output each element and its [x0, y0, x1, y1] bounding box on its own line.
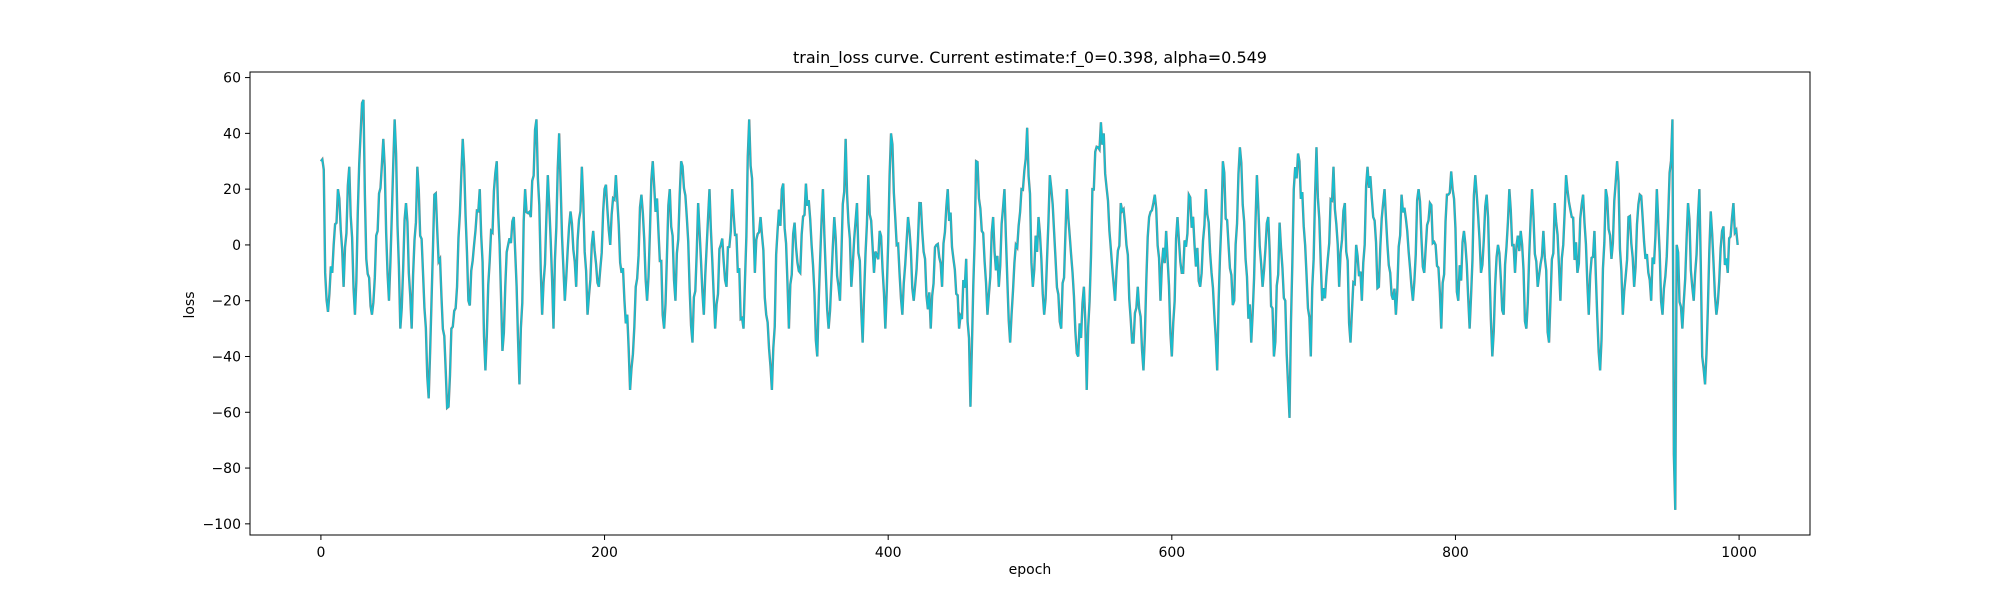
x-tick-label: 0: [316, 545, 325, 561]
y-tick-label: 60: [223, 71, 241, 87]
y-tick-label: 20: [223, 182, 241, 198]
x-tick-label: 200: [591, 545, 618, 561]
y-tick-label: −100: [203, 517, 241, 533]
chart-title: train_loss curve. Current estimate:f_0=0…: [793, 48, 1267, 68]
loss-series-line: [320, 99, 1739, 510]
x-tick-label: 600: [1158, 545, 1185, 561]
y-axis-label: loss: [182, 291, 198, 318]
y-axis: −100 −80 −60 −40 −20 0 20 40 60: [203, 71, 250, 533]
y-tick-label: 0: [232, 238, 241, 254]
x-axis-label: epoch: [1009, 562, 1052, 578]
x-axis: 0 200 400 600 800 1000: [316, 535, 1757, 561]
y-tick-label: −20: [211, 294, 241, 310]
y-tick-label: −40: [211, 349, 241, 365]
plot-area: [249, 71, 1811, 536]
x-tick-label: 800: [1442, 545, 1469, 561]
x-tick-label: 400: [875, 545, 902, 561]
y-tick-label: 40: [223, 126, 241, 142]
y-tick-label: −80: [211, 461, 241, 477]
y-tick-label: −60: [211, 405, 241, 421]
x-tick-label: 1000: [1721, 545, 1757, 561]
plot-frame: [249, 71, 1811, 536]
